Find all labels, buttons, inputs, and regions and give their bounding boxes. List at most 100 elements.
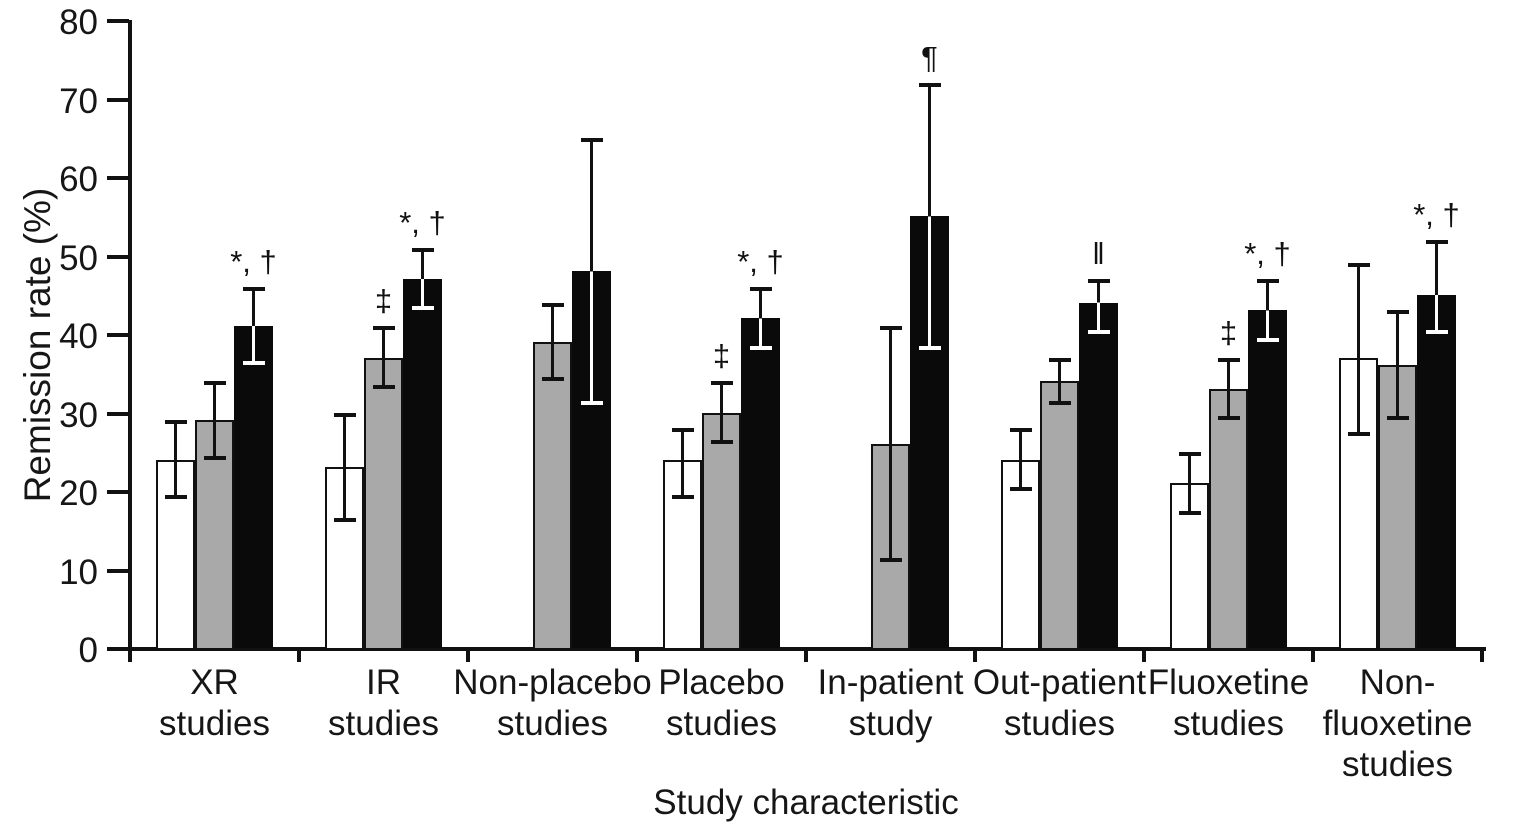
error-bar-top-cap — [1009, 428, 1032, 433]
error-bar-top-cap — [372, 326, 395, 331]
error-bar-bottom-cap — [1087, 330, 1110, 334]
x-category-label-4: Placebo studies — [617, 662, 826, 744]
white-bar — [1001, 459, 1040, 648]
gray-bar — [1209, 388, 1248, 648]
error-bar-bottom-cap — [333, 518, 356, 523]
error-bar-bottom-cap — [1048, 400, 1071, 405]
x-tick-mark-4 — [804, 651, 808, 662]
error-bar-bottom-cap — [1256, 337, 1279, 342]
black-bar — [1248, 310, 1287, 648]
x-category-label-line1: Out-patient — [972, 663, 1147, 702]
error-bar-line — [213, 381, 216, 460]
significance-symbol: ‡ — [712, 338, 731, 374]
error-bar-top-cap — [710, 381, 733, 386]
error-bar-top-cap — [333, 412, 356, 417]
x-category-label-1: XR studies — [110, 662, 319, 744]
gray-bar — [702, 412, 741, 648]
error-bar-bottom-cap — [203, 455, 226, 460]
x-category-label-line2: studies — [1173, 704, 1284, 743]
y-tick-mark-50 — [107, 254, 129, 259]
error-bar-bottom-cap — [1178, 510, 1201, 515]
bar-slot — [832, 20, 871, 648]
error-bar-bottom-cap — [242, 361, 265, 366]
bar-slot: ‖ — [1079, 20, 1118, 648]
error-bar-line — [252, 286, 255, 366]
x-tick-mark-6 — [1142, 651, 1146, 662]
x-tick-mark-5 — [973, 651, 977, 662]
bar-slot — [156, 20, 195, 648]
x-category-label-6: Out-patient studies — [955, 662, 1164, 744]
bar-slot: ‡ — [702, 20, 741, 648]
error-bar-bottom-cap — [879, 557, 902, 562]
error-bar-line — [382, 326, 385, 389]
x-axis-line — [128, 647, 1486, 651]
error-bar-line — [928, 82, 931, 350]
error-bar-top-cap — [1087, 279, 1110, 284]
significance-symbol: ‡ — [374, 283, 393, 319]
error-bar-top-cap — [580, 137, 603, 142]
error-bar-top-cap — [1217, 357, 1240, 362]
gray-bar — [195, 420, 234, 648]
error-bar-top-cap — [1386, 310, 1409, 315]
x-category-label-line2: studies — [1004, 704, 1115, 743]
significance-symbol: ‖ — [1092, 236, 1105, 272]
error-bar-bottom-cap — [164, 494, 187, 499]
white-bar — [1339, 357, 1378, 648]
y-tick-mark-20 — [107, 490, 129, 494]
error-bar-bottom-cap — [1217, 416, 1240, 421]
x-category-label-7: Fluoxetine studies — [1124, 662, 1333, 744]
plot-area: *, † ‡ *, † ‡ *, † ¶ ‖ ‡ *, † *, † — [130, 20, 1482, 648]
y-tick-label-20: 20 — [59, 474, 98, 513]
error-bar-line — [1227, 357, 1230, 421]
error-bar-top-cap — [671, 428, 694, 433]
x-category-label-5: In-patient study — [786, 662, 995, 744]
y-tick-label-80: 80 — [59, 3, 98, 42]
error-bar-top-cap — [918, 82, 941, 87]
bar-group-4: ‡ *, † — [637, 20, 806, 648]
significance-symbol: *, † — [230, 243, 277, 279]
error-bar-top-cap — [164, 420, 187, 425]
bar-slot — [1040, 20, 1079, 648]
bar-slot — [663, 20, 702, 648]
black-bar — [741, 318, 780, 648]
x-category-label-line1: IR — [366, 663, 401, 702]
x-category-label-line2: studies — [1342, 745, 1453, 784]
gray-bar — [533, 341, 572, 648]
gray-bar — [1040, 381, 1079, 648]
error-bar-bottom-cap — [1425, 330, 1448, 334]
error-bar-bottom-cap — [710, 439, 733, 444]
error-bar-bottom-cap — [372, 384, 395, 389]
bar-group-5: ¶ — [806, 20, 975, 648]
error-bar-bottom-cap — [411, 306, 434, 311]
y-axis-line — [128, 20, 132, 651]
bar-slot — [1001, 20, 1040, 648]
error-bar-line — [343, 412, 346, 523]
x-category-label-line1: Non-fluoxetine — [1322, 663, 1473, 743]
y-tick-mark-30 — [107, 411, 129, 416]
x-tick-mark-0 — [128, 651, 132, 662]
error-bar-top-cap — [411, 247, 434, 252]
significance-symbol: ¶ — [921, 39, 938, 75]
bar-slot: ‡ — [1209, 20, 1248, 648]
bar-slot: *, † — [737, 20, 784, 648]
error-bar-line — [421, 247, 424, 311]
error-bar-bottom-cap — [1347, 432, 1370, 437]
error-bar-top-cap — [1256, 279, 1279, 284]
error-bar-bottom-cap — [749, 345, 772, 350]
x-category-label-line1: Fluoxetine — [1147, 663, 1310, 702]
bar-slot: *, † — [1244, 20, 1291, 648]
y-tick-mark-0 — [107, 647, 129, 651]
x-category-label-line1: Placebo — [658, 663, 785, 702]
error-bar-line — [1266, 279, 1269, 342]
x-tick-mark-2 — [466, 651, 470, 662]
error-bar-bottom-cap — [918, 345, 941, 350]
y-tick-label-0: 0 — [78, 631, 98, 670]
bar-slot — [195, 20, 234, 648]
y-tick-mark-80 — [107, 19, 129, 23]
y-tick-label-10: 10 — [59, 552, 98, 592]
x-category-label-line1: XR — [190, 663, 239, 702]
error-bar-line — [551, 302, 554, 382]
x-category-label-line2: study — [848, 704, 933, 743]
x-category-label-8: Non-fluoxetine studies — [1293, 662, 1502, 785]
